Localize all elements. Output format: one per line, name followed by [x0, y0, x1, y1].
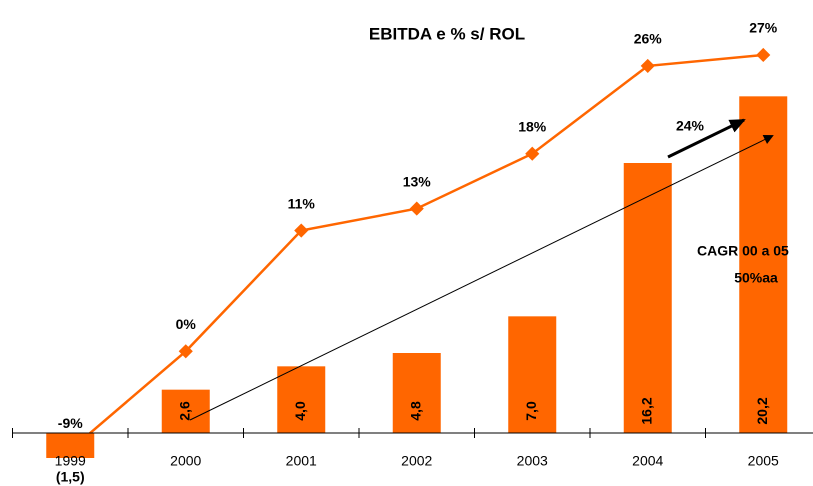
data-label: 27%: [749, 20, 778, 36]
annotation: 50%aa: [734, 270, 778, 286]
x-tick-label: 1999: [55, 453, 86, 469]
data-label: 0%: [176, 316, 197, 332]
growth-arrow: [667, 118, 746, 159]
x-tick-label: 2005: [748, 453, 779, 469]
plot: (1,5) 2,6 4,0 4,8 7,0 16,2 20,2 -9% 0% 11% 13% 18% 2…: [12, 20, 813, 485]
bar: [739, 96, 788, 433]
data-label: 16,2: [638, 397, 654, 424]
bar: [623, 163, 672, 433]
bar: [508, 316, 557, 433]
annotation: 24%: [676, 118, 705, 134]
bar: [161, 389, 210, 433]
data-label: 18%: [518, 118, 547, 134]
data-label: 4,8: [407, 401, 423, 421]
bar: [277, 366, 326, 433]
x-tick-label: 2003: [517, 453, 548, 469]
bar: [392, 353, 441, 433]
trend-arrow: [189, 135, 774, 421]
annotation: CAGR 00 a 05: [697, 243, 789, 259]
x-tick-label: 2000: [170, 453, 201, 469]
data-label: 11%: [288, 195, 316, 211]
data-label: 2,6: [176, 401, 192, 421]
data-label: 26%: [634, 31, 663, 47]
x-tick-label: 2001: [286, 453, 317, 469]
data-label: (1,5): [56, 469, 85, 485]
x-tick-label: 2004: [632, 453, 663, 469]
line-point: [640, 58, 655, 73]
data-label: 4,0: [292, 401, 308, 421]
line-point: [294, 223, 309, 238]
line-point: [409, 201, 424, 216]
chart-title: EBITDA e % s/ ROL: [369, 24, 525, 43]
x-tick-label: 2002: [401, 453, 432, 469]
data-label: 20,2: [754, 397, 770, 424]
line-point: [63, 443, 78, 458]
line-point: [756, 47, 771, 63]
data-label: 7,0: [523, 401, 539, 421]
data-label: -9%: [58, 415, 83, 431]
line-point: [525, 146, 540, 161]
data-label: 13%: [403, 173, 432, 189]
line-point: [178, 344, 193, 359]
